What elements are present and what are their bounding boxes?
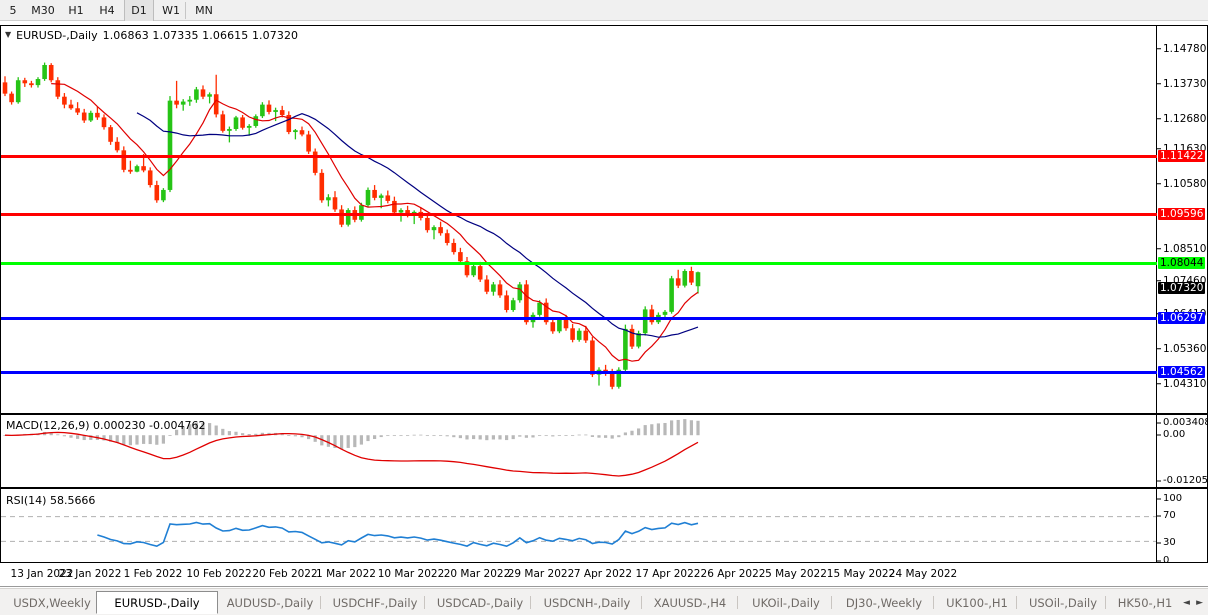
rsi-tick-label: 70	[1163, 510, 1176, 521]
ma-slow-line	[136, 112, 699, 338]
timeframe-button-h4[interactable]: H4	[99, 4, 115, 17]
tab-separator	[1016, 596, 1017, 609]
date-axis-label: 29 Mar 2022	[507, 568, 575, 580]
timeframe-button-mn[interactable]: MN	[195, 4, 213, 17]
price-tick-label: 1.13730	[1163, 77, 1207, 90]
level-line-pivot[interactable]	[1, 262, 1157, 265]
rsi-tick-label: 30	[1163, 537, 1176, 548]
macd-label: MACD(12,26,9) 0.000230 -0.004762	[6, 419, 206, 432]
date-axis: 13 Jan 2022 23 Jan 2022 1 Feb 2022 10 Feb 2…	[0, 565, 1208, 587]
timeframe-button-5[interactable]: 5	[9, 4, 17, 17]
price-tick-label: 1.05360	[1163, 342, 1207, 355]
date-axis-label: 13 Jan 2022	[10, 568, 74, 580]
chart-tab-hk50h1[interactable]: HK50-,H1	[1117, 595, 1173, 610]
rsi-label: RSI(14) 58.5666	[6, 494, 96, 507]
chart-tab-usdchfdaily[interactable]: USDCHF-,Daily	[332, 595, 418, 610]
scroll-left-icon[interactable]: ◄	[1183, 597, 1190, 608]
date-axis-label: 5 May 2022	[765, 568, 827, 580]
date-axis-label: 15 May 2022	[826, 568, 896, 580]
symbol-ohlc-values: 1.06863 1.07335 1.06615 1.07320	[102, 28, 299, 42]
rsi-plot-area[interactable]	[1, 489, 1157, 562]
tab-separator	[424, 596, 425, 609]
price-tick-label: 1.11630	[1163, 142, 1207, 155]
price-tick-label: 1.10580	[1163, 177, 1207, 190]
chart-tab-usdxweekly[interactable]: USDX,Weekly	[13, 595, 91, 610]
chart-tab-xauusdh4[interactable]: XAUUSD-,H4	[653, 595, 727, 610]
tab-scroll-controls[interactable]: ◄ ►	[1180, 593, 1206, 612]
tab-separator	[1105, 596, 1106, 609]
rsi-indicator-panel[interactable]: 100 70 30 0	[0, 488, 1208, 566]
date-axis-label: 1 Feb 2022	[123, 568, 183, 580]
level-line-resistance-1[interactable]	[1, 155, 1157, 158]
price-tick-label: 1.08510	[1163, 242, 1207, 255]
timeframe-button-m30[interactable]: M30	[31, 4, 55, 17]
ma-fast-line	[51, 83, 699, 362]
chart-tab-bar[interactable]: ◄ ► USDX,Weekly EURUSD-,Daily AUDUSD-,Dail…	[0, 588, 1208, 615]
price-tick-label: 1.07460	[1163, 274, 1207, 287]
date-axis-label: 20 Mar 2022	[443, 568, 511, 580]
timeframe-button-d1[interactable]: D1	[124, 0, 154, 21]
macd-plot-area[interactable]	[1, 415, 1157, 487]
chart-tab-eurusddaily[interactable]: EURUSD-,Daily	[96, 591, 218, 614]
price-label-support-2[interactable]: 1.04562	[1158, 366, 1206, 378]
date-axis-label: 1 Mar 2022	[316, 568, 376, 580]
tab-separator	[530, 596, 531, 609]
date-axis-label: 10 Feb 2022	[186, 568, 252, 580]
price-label-last-price[interactable]: 1.07320	[1158, 282, 1206, 294]
tab-separator	[737, 596, 738, 609]
chart-tab-usdcaddaily[interactable]: USDCAD-,Daily	[436, 595, 524, 610]
price-plot-area[interactable]	[1, 26, 1157, 413]
collapse-chevron-icon[interactable]: ▼	[5, 30, 12, 39]
price-tick-label: 1.14780	[1163, 42, 1207, 55]
chart-tab-usoildaily[interactable]: USOil-,Daily	[1028, 595, 1098, 610]
macd-tick-label: 0.00	[1163, 429, 1186, 440]
rsi-line	[97, 521, 699, 548]
chart-tab-ukoildaily[interactable]: UKOil-,Daily	[752, 595, 820, 610]
tab-separator	[831, 596, 832, 609]
timeframe-toolbar: 5 M30 H1 H4 D1 W1 MN	[0, 0, 1208, 21]
date-axis-label: 24 May 2022	[888, 568, 958, 580]
candlestick-series	[2, 62, 701, 390]
chart-tab-audusddaily[interactable]: AUDUSD-,Daily	[226, 595, 314, 610]
date-axis-label: 17 Apr 2022	[635, 568, 701, 580]
level-line-resistance-2[interactable]	[1, 213, 1157, 216]
price-label-support-1[interactable]: 1.06297	[1158, 312, 1206, 324]
price-label-pivot[interactable]: 1.08044	[1158, 257, 1206, 269]
date-axis-label: 26 Apr 2022	[700, 568, 766, 580]
tab-separator	[641, 596, 642, 609]
toolbar-divider	[185, 2, 186, 19]
price-chart-panel[interactable]: 1.14780 1.13730 1.12680 1.11630 1.10580 1.085…	[0, 25, 1208, 424]
tab-separator	[320, 596, 321, 609]
price-tick-label: 1.04310	[1163, 377, 1207, 390]
date-axis-label: 7 Apr 2022	[573, 568, 633, 580]
date-axis-label: 10 Mar 2022	[377, 568, 445, 580]
price-tick-label: 1.12680	[1163, 112, 1207, 125]
scroll-right-icon[interactable]: ►	[1196, 597, 1203, 608]
level-line-support-1[interactable]	[1, 317, 1157, 320]
level-line-support-2[interactable]	[1, 371, 1157, 374]
price-axis[interactable]: 1.14780 1.13730 1.12680 1.11630 1.10580 1.085…	[1156, 26, 1207, 424]
chart-tab-dj30weekly[interactable]: DJ30-,Weekly	[845, 595, 923, 610]
macd-tick-label: -0.012058	[1163, 476, 1208, 486]
symbol-name-label: EURUSD-,Daily	[16, 28, 98, 42]
rsi-tick-label: 0	[1163, 555, 1170, 566]
rsi-axis: 100 70 30 0	[1156, 489, 1207, 566]
symbol-ohlc-header: ▼ EURUSD-,Daily 1.06863 1.07335 1.06615 …	[5, 28, 298, 42]
macd-tick-label: 0.003408	[1163, 418, 1208, 428]
price-label-resistance-2[interactable]: 1.09596	[1158, 208, 1206, 220]
rsi-tick-label: 100	[1163, 493, 1183, 504]
chart-tab-uk100h1[interactable]: UK100-,H1	[946, 595, 1008, 610]
date-axis-label: 20 Feb 2022	[252, 568, 318, 580]
chart-tab-usdcnhdaily[interactable]: USDCNH-,Daily	[543, 595, 631, 610]
date-axis-label: 23 Jan 2022	[58, 568, 122, 580]
macd-signal-line	[4, 431, 699, 477]
timeframe-button-h1[interactable]: H1	[68, 4, 84, 17]
timeframe-button-w1[interactable]: W1	[162, 4, 180, 17]
price-label-resistance-1[interactable]: 1.11422	[1158, 150, 1206, 162]
tab-separator	[933, 596, 934, 609]
